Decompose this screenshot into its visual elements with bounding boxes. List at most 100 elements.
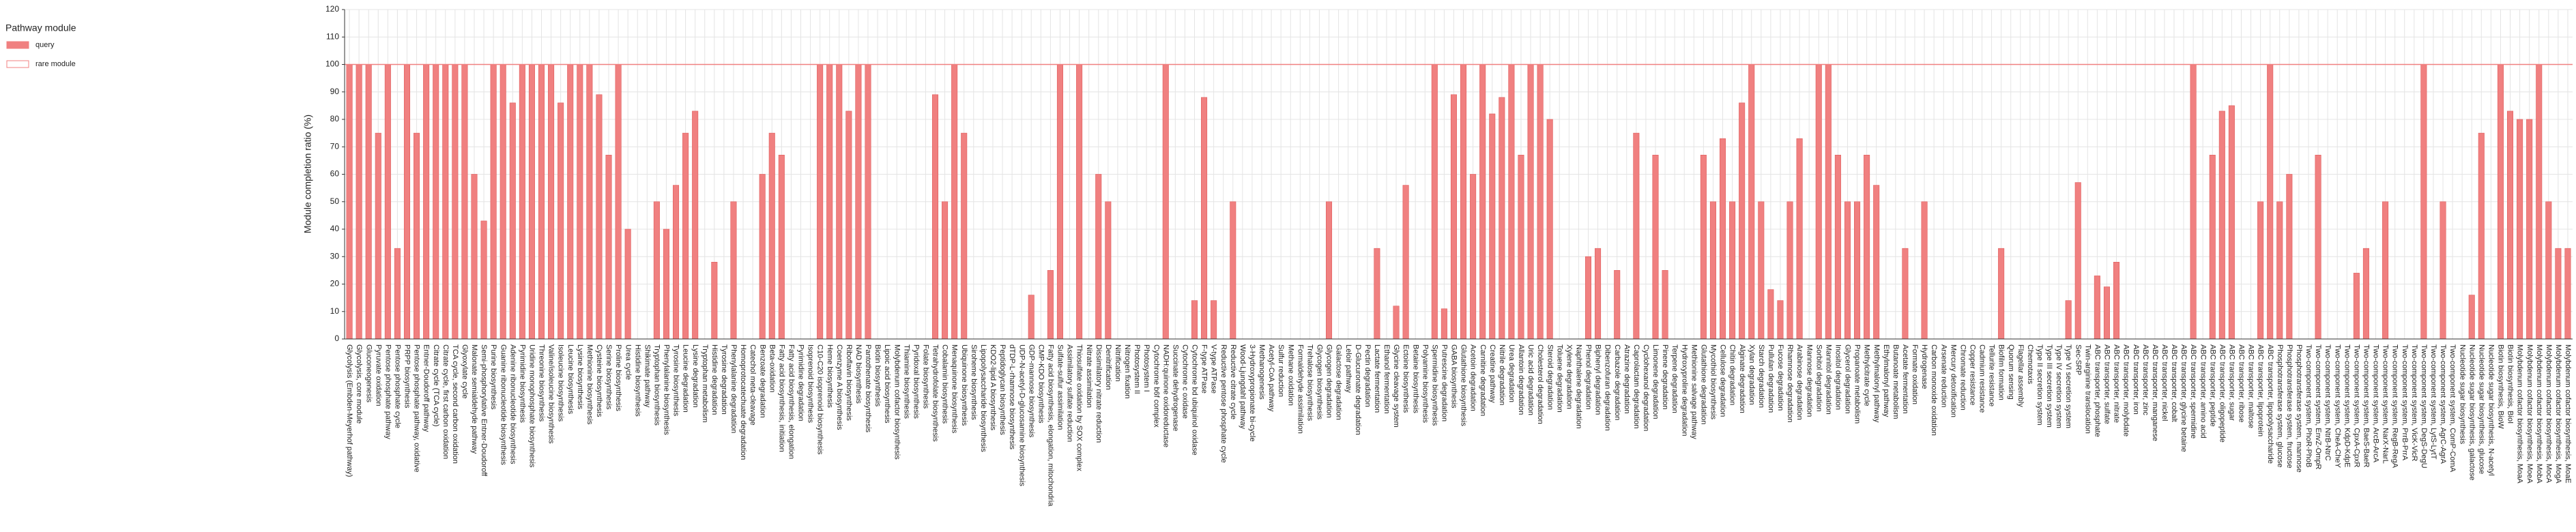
- y-tick-label: 40: [330, 224, 340, 233]
- bar: [2190, 64, 2197, 340]
- bar: [356, 64, 362, 340]
- y-tick-label: 100: [325, 59, 339, 69]
- x-tick-label: F-type ATPase: [1200, 344, 1209, 394]
- x-tick-label: Biofilm formation: [1997, 344, 2006, 400]
- bar: [2478, 132, 2485, 340]
- x-tick-label: GABA biosynthesis: [1450, 344, 1458, 409]
- bar: [663, 228, 669, 340]
- x-tick-label: Carnitine degradation: [1479, 344, 1487, 416]
- y-tick-label: 30: [330, 251, 340, 261]
- bar: [826, 64, 833, 340]
- x-tick-label: Menaquinone biosynthesis: [951, 344, 959, 434]
- bar: [931, 94, 939, 340]
- x-tick-label: Tryptophan metabolism: [701, 344, 709, 423]
- x-tick-label: Polyamine biosynthesis: [1421, 344, 1429, 423]
- x-tick-label: Molybdenum cofactor biosynthesis, MoaA: [2516, 344, 2524, 484]
- bar: [2468, 295, 2475, 340]
- bar: [730, 201, 737, 340]
- bar: [509, 102, 516, 340]
- bar: [961, 132, 968, 340]
- bar: [1854, 201, 1861, 340]
- x-tick-label: ABC transporter, sugar: [2227, 344, 2235, 421]
- x-tick-label: Lipoic acid biosynthesis: [883, 344, 891, 424]
- y-tick-label: 80: [330, 114, 340, 123]
- x-tick-label: Purine biosynthesis: [489, 344, 497, 410]
- bar: [1508, 64, 1515, 340]
- x-tick-label: ABC transporter, iron: [2132, 344, 2140, 415]
- x-tick-label: ABC transporter, maltose: [2247, 344, 2255, 428]
- bar: [768, 132, 775, 340]
- bar: [1047, 270, 1054, 340]
- x-tick-label: Flagellar assembly: [2016, 344, 2025, 407]
- bar: [423, 64, 430, 340]
- x-tick-label: Malonate semialdehyde pathway: [470, 344, 478, 454]
- bar: [855, 64, 862, 340]
- bar: [1105, 201, 1112, 340]
- bar: [778, 155, 785, 340]
- x-tick-label: Creatine pathway: [1488, 344, 1496, 403]
- x-tick-label: Putrescine degradation: [1440, 344, 1448, 422]
- x-tick-label: Chromate reduction: [1958, 344, 1967, 411]
- x-tick-label: Rhamnose degradation: [1786, 344, 1794, 422]
- bar: [759, 174, 766, 340]
- x-tick-label: Limonene degradation: [1651, 344, 1660, 419]
- x-tick-label: Denitrification: [1104, 344, 1112, 390]
- x-tick-label: Molybdenum cofactor biosynthesis, MogA: [2554, 344, 2562, 484]
- x-tick-label: Reductive citrate cycle: [1229, 344, 1237, 419]
- x-tick-label: Molybdenum cofactor biosynthesis, MocA: [2545, 344, 2553, 484]
- bar: [1537, 64, 1544, 340]
- x-tick-label: Sorbitol degradation: [1814, 344, 1823, 411]
- x-tick-label: Naphthalene degradation: [1575, 344, 1583, 429]
- bar: [2545, 201, 2552, 340]
- x-tick-label: Acetate fermentation: [1901, 344, 1909, 414]
- bar: [1230, 201, 1236, 340]
- bar: [1076, 64, 1083, 340]
- bar: [1393, 306, 1400, 340]
- x-tick-label: ABC transporter, sulfate: [2103, 344, 2111, 424]
- x-tick-label: Lysine degradation: [691, 344, 699, 408]
- x-tick-label: Cytochrome c oxidase: [1181, 344, 1189, 419]
- bar: [1095, 174, 1102, 340]
- bar: [365, 64, 372, 340]
- x-tick-label: Glutathione degradation: [1699, 344, 1707, 424]
- x-tick-label: Cobalamin biosynthesis: [941, 344, 949, 424]
- x-tick-label: Cadmium resistance: [1978, 344, 1986, 413]
- x-tick-label: 3-Hydroxypropionate bi-cycle: [1248, 344, 1256, 441]
- bar: [2362, 248, 2369, 340]
- bar: [1758, 201, 1765, 340]
- x-tick-label: Two-component system, PhoR-PhoB: [2304, 344, 2313, 467]
- bar: [1450, 94, 1457, 340]
- x-tick-label: Sec-SRP: [2074, 344, 2082, 375]
- x-tick-label: Methylmalonyl pathway: [1872, 344, 1881, 423]
- bar: [1527, 64, 1534, 340]
- bar: [1614, 270, 1621, 340]
- x-tick-label: Phosphotransferase system, mannose: [2295, 344, 2303, 473]
- x-tick-label: Phosphotransferase system, fructose: [2285, 344, 2293, 469]
- x-tick-label: Terpene degradation: [1670, 344, 1679, 413]
- x-tick-label: Hydroxyproline degradation: [1680, 344, 1688, 437]
- x-tick-label: Butanoate metabolism: [1892, 344, 1900, 419]
- bar: [1518, 155, 1524, 340]
- x-tick-label: Acetoin degradation: [1469, 344, 1477, 411]
- x-tick-label: Fucose degradation: [1776, 344, 1784, 411]
- x-tick-label: Pyrimidine degradation: [797, 344, 805, 422]
- bar: [1162, 64, 1169, 340]
- x-tick-label: Nitrile degradation: [1498, 344, 1506, 405]
- bar: [538, 64, 545, 340]
- x-tick-label: Tryptophan biosynthesis: [652, 344, 661, 426]
- x-tick-label: Inositol degradation: [1834, 344, 1842, 410]
- x-tick-label: Steroid degradation: [1546, 344, 1554, 410]
- bar: [2228, 105, 2235, 340]
- x-tick-label: Molybdenum cofactor biosynthesis: [893, 344, 901, 460]
- x-tick-label: Nucleotide sugar biosynthesis, galactose: [2468, 344, 2476, 480]
- bar: [519, 64, 525, 340]
- x-tick-label: Methane oxidation: [1286, 344, 1294, 406]
- x-tick-label: Atrazine degradation: [1623, 344, 1631, 414]
- bar: [1864, 155, 1870, 340]
- x-tick-label: Nucleotide sugar biosynthesis, N-acetyl: [2487, 344, 2495, 476]
- x-tick-label: Ubiquinone biosynthesis: [960, 344, 968, 426]
- x-tick-label: Type IV secretion system: [2055, 344, 2063, 428]
- x-tick-label: Glycolysis, core module: [355, 344, 363, 424]
- x-tick-label: Pyruvate oxidation: [374, 344, 382, 407]
- bar: [1431, 64, 1438, 340]
